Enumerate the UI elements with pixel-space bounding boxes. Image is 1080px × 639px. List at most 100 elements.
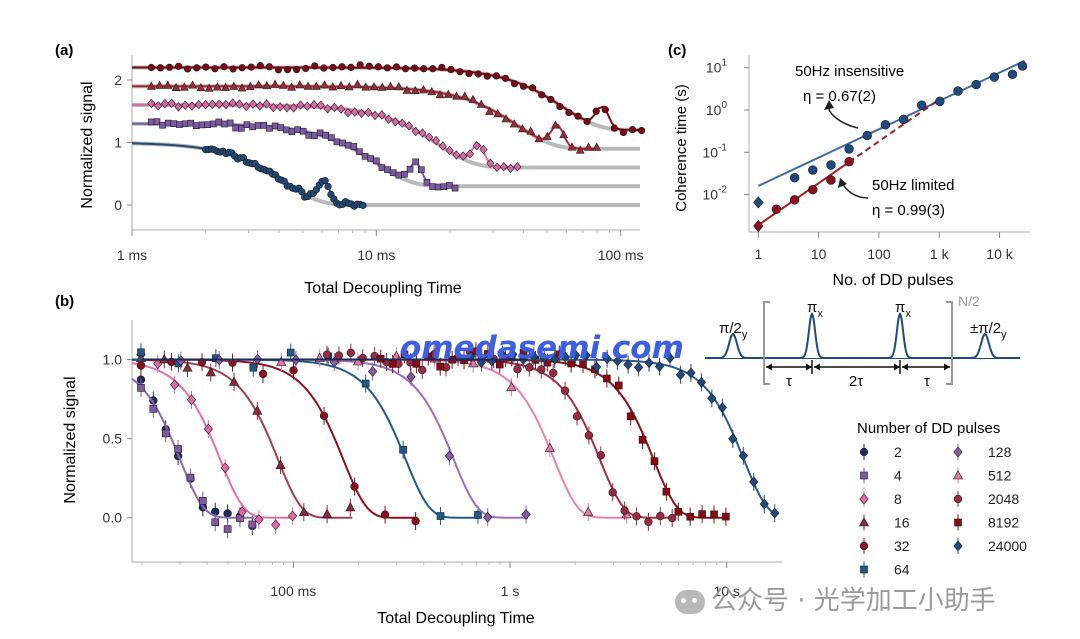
panel-a-data-point [440,183,448,191]
panel-a-data-point [392,63,401,71]
wechat-watermark: 公众号 · 光学加工小助手 [675,580,996,617]
panel-a-data-point [204,121,211,129]
panel-a-data-point [353,79,362,88]
panel-a-data-point [350,107,359,117]
panel-b-data-point [633,361,644,373]
panel-a-data-point [485,106,494,115]
panel-b-data-point [137,384,145,392]
panel-b-data-point [199,497,207,505]
panel-a-data-point [324,182,332,191]
panel-a-y-tick-label: 1 [114,135,122,151]
panel-a-data-point [212,82,222,91]
inset-pulse-pix-2 [884,311,916,359]
panel-b-data-point [707,392,717,404]
panel-a-data-point [547,95,555,104]
panel-a-data-point [386,81,395,90]
panel-b-data-point [211,518,220,527]
panel-b-data-point [620,506,629,515]
panel-b-plot: 100 ms 1 s 10 s 0.0 0.5 1.0 [103,320,782,599]
panel-c-data-point [844,144,854,154]
panel-b-data-point [698,510,706,518]
panel-c-data-point [826,160,836,170]
legend-label: 128 [988,444,1012,460]
panel-a-data-point [383,64,391,72]
panel-c-y-tick-label: 101 [706,58,728,76]
legend-label: 8 [894,491,902,507]
panel-c-ylabel: Coherence time (s) [673,84,690,212]
panel-a-data-point [446,182,453,189]
panel-a-data-point [277,124,285,131]
panel-a-data-point [402,85,412,94]
panel-a-data-point [418,166,425,173]
panel-a-y-tick-label: 2 [114,72,122,88]
inset-label-pix-2: πx [895,299,911,320]
panel-a-data-point [361,82,371,91]
panel-b-y-tick-label: 0.5 [103,431,123,447]
panel-a-data-point [472,141,481,151]
panel-c-y-tick-exponent: -1 [718,142,727,153]
panel-a-data-point [296,100,305,110]
annotation-eta-limited: η = 0.99(3) [872,202,945,219]
panel-a-data-point [147,63,155,72]
panel-a-data-point [156,64,165,72]
legend-marker [860,565,868,574]
panel-a-data-point [262,99,271,109]
panel-b-data-point [345,501,356,512]
legend-marker [859,447,869,457]
panel-b-data-point [583,506,594,516]
panel-c-y-tick-label: 10-2 [703,185,728,203]
panel-a-data-point [283,126,290,134]
panel-b-data-point [581,349,591,361]
panel-a-data-point [592,142,602,151]
panel-b-data-point [662,487,671,496]
panel-b-data-point [484,350,492,358]
inset-2tau: 2τ [849,373,863,390]
legend-label: 16 [894,515,910,531]
panel-a-data-point [465,149,474,159]
panel-b-data-point [525,363,534,372]
inset-label-pix-1: πx [807,299,823,320]
legend-marker [953,494,963,504]
panel-b-data-point [334,351,344,360]
panel-a-data-point [361,152,369,160]
legend-label: 8192 [988,515,1019,531]
panel-a-data-point [365,62,373,70]
inset-arrow-2tau-head-left [814,363,820,371]
panel-a-data-point [592,107,600,115]
panel-a-data-point [395,171,403,179]
panel-c-x-tick-label: 10 [811,246,827,262]
panel-a-data-point [452,91,461,100]
panel-a-data-point [575,145,585,154]
watermark-text: omedasemi.com [400,330,684,366]
wechat-icon [675,589,705,614]
panel-b-data-point [632,512,641,521]
panel-c-data-point [826,175,836,185]
panel-a-data-point [499,161,508,172]
panel-a-data-point [194,99,203,110]
panel-a-data-point [242,101,251,112]
panel-b-fit-line [371,358,728,519]
panel-a-data-point [336,80,346,90]
inset-label-sub-y: y [742,329,748,341]
panel-c-data-point [753,196,764,209]
panel-a-data-point [322,131,329,139]
panel-a-data-point [377,82,387,91]
panel-b-data-point [696,376,706,388]
inset-tau-2: τ [924,373,930,390]
panel-a-data-point [198,121,206,129]
panel-b-data-point [322,508,333,518]
panel-a-data-point [155,80,164,89]
panel-a-data-point [202,63,210,71]
annotation-arrowhead-insensitive [824,100,834,110]
panel-a-data-point [410,85,420,95]
panel-b-data-point [555,350,564,359]
panel-c-x-tick-label: 10 k [986,246,1013,262]
panel-a-data-point [601,106,609,114]
panel-b-data-point [223,525,232,533]
panel-a-data-point [356,61,364,69]
panel-a-data-point [394,81,404,91]
inset-label-pi2y: π/2y [719,320,748,341]
panel-a-data-point [398,118,407,128]
panel-a-data-point [320,80,329,89]
annotation-eta-insensitive: η = 0.67(2) [803,88,876,105]
